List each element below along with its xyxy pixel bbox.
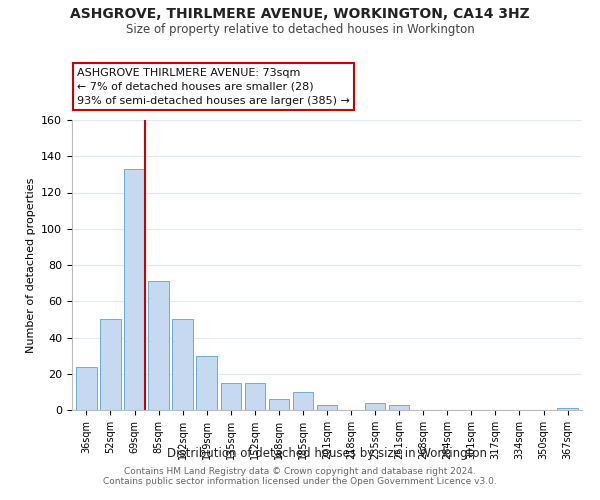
Bar	[148, 282, 169, 410]
Text: Size of property relative to detached houses in Workington: Size of property relative to detached ho…	[125, 22, 475, 36]
Bar	[124, 169, 145, 410]
Text: ASHGROVE THIRLMERE AVENUE: 73sqm
← 7% of detached houses are smaller (28)
93% of: ASHGROVE THIRLMERE AVENUE: 73sqm ← 7% of…	[77, 68, 350, 106]
Bar	[100, 320, 121, 410]
Bar	[196, 356, 217, 410]
Text: Contains HM Land Registry data © Crown copyright and database right 2024.: Contains HM Land Registry data © Crown c…	[124, 467, 476, 476]
Bar	[76, 366, 97, 410]
Text: ASHGROVE, THIRLMERE AVENUE, WORKINGTON, CA14 3HZ: ASHGROVE, THIRLMERE AVENUE, WORKINGTON, …	[70, 8, 530, 22]
Bar	[172, 320, 193, 410]
Bar	[557, 408, 578, 410]
Bar	[365, 403, 385, 410]
Text: Distribution of detached houses by size in Workington: Distribution of detached houses by size …	[167, 448, 487, 460]
Bar	[293, 392, 313, 410]
Bar	[317, 404, 337, 410]
Bar	[245, 383, 265, 410]
Bar	[221, 383, 241, 410]
Text: Contains public sector information licensed under the Open Government Licence v3: Contains public sector information licen…	[103, 477, 497, 486]
Bar	[269, 399, 289, 410]
Bar	[389, 404, 409, 410]
Y-axis label: Number of detached properties: Number of detached properties	[26, 178, 35, 352]
